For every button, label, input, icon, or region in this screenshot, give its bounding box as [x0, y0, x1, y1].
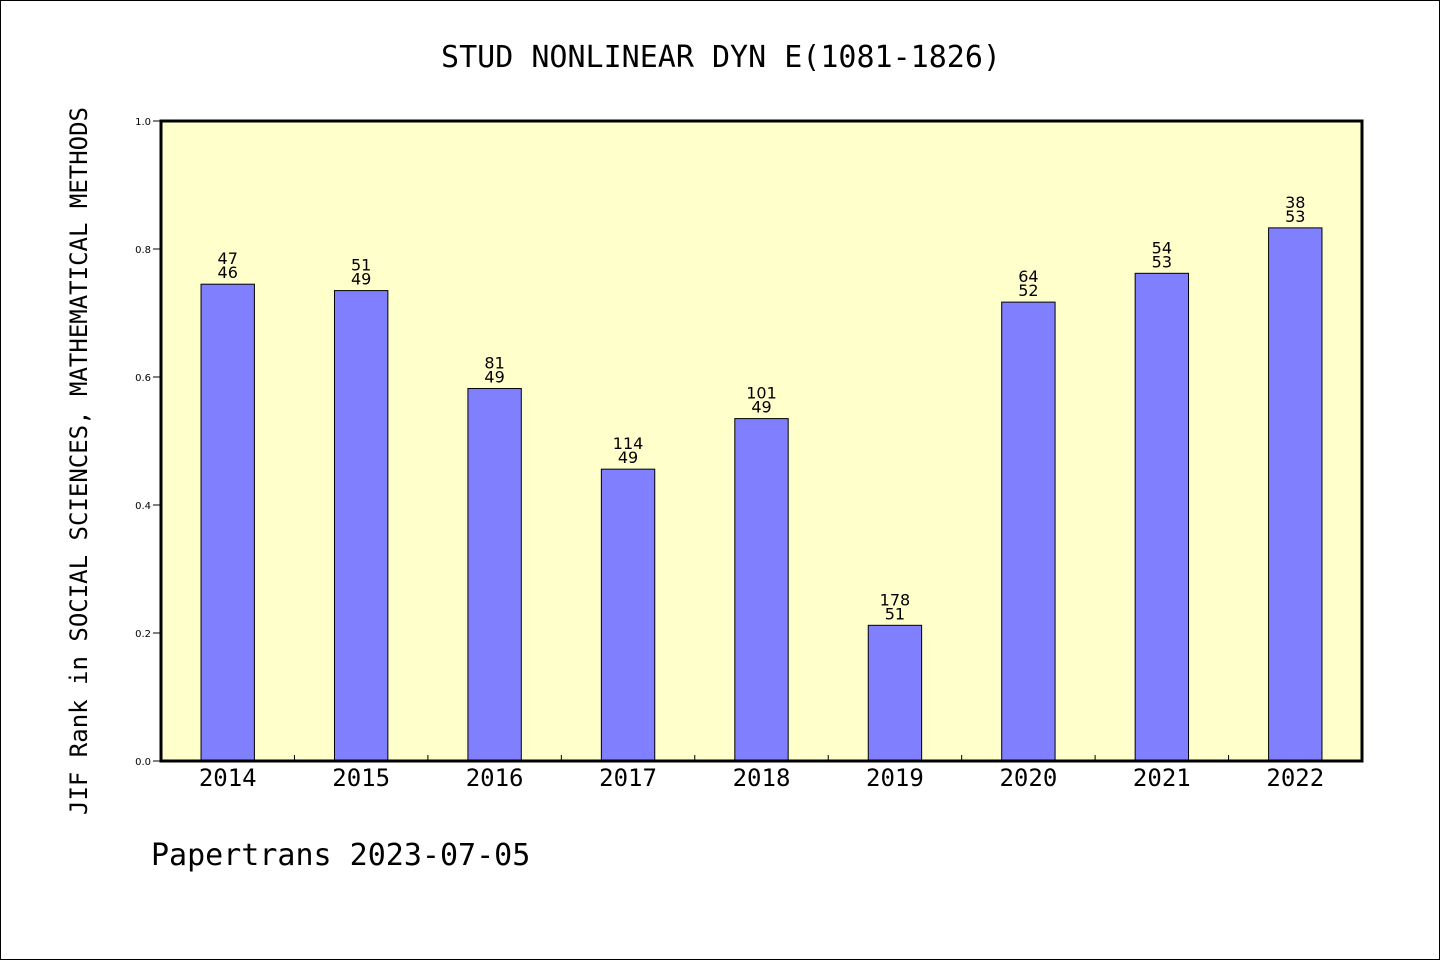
plot-border [159, 119, 1364, 763]
bar-rank-label-2018: 101 [746, 384, 777, 403]
bar-2018 [734, 418, 789, 762]
bar-2022 [1268, 227, 1323, 762]
y-tick-label-4: 0.8 [135, 245, 151, 256]
bar-total-label-2020: 52 [1018, 281, 1038, 300]
bar-rank-label-2020: 64 [1018, 267, 1038, 286]
x-tick-label-2014: 2014 [199, 764, 257, 792]
y-axis-ticks: 0.0 0.2 0.4 0.6 0.8 1.0 [135, 117, 161, 768]
bar-total-label-2016: 49 [484, 368, 504, 387]
bar-total-label-2019: 51 [885, 604, 905, 623]
x-tick-label-2018: 2018 [733, 764, 791, 792]
x-tick-label-2017: 2017 [599, 764, 657, 792]
x-tick-label-2022: 2022 [1266, 764, 1324, 792]
bar-2014 [200, 283, 255, 762]
y-tick-label-3: 0.6 [135, 373, 151, 384]
bar-rank-label-2016: 81 [484, 354, 504, 373]
bar-2021 [1134, 272, 1190, 762]
x-axis-ticks: 2014 2015 2016 2017 2018 2019 2020 2021 2022 [199, 755, 1324, 792]
bar-rank-label-2019: 178 [880, 590, 911, 609]
bar-total-label-2017: 49 [618, 448, 638, 467]
bar-2019 [867, 624, 923, 762]
bar-total-label-2021: 53 [1152, 252, 1172, 271]
bar-2017 [600, 468, 656, 762]
bar-total-label-2015: 49 [351, 270, 371, 289]
y-tick-label-2: 0.4 [135, 501, 151, 512]
bar-rank-label-2015: 51 [351, 256, 371, 275]
x-tick-label-2020: 2020 [999, 764, 1057, 792]
chart-title: STUD NONLINEAR DYN E(1081-1826) [441, 40, 1001, 75]
x-tick-label-2015: 2015 [332, 764, 390, 792]
bar-rank-label-2014: 47 [218, 249, 238, 268]
x-tick-label-2016: 2016 [466, 764, 524, 792]
y-tick-label-5: 1.0 [135, 117, 151, 128]
bar-rank-label-2017: 114 [613, 434, 644, 453]
x-tick-label-2021: 2021 [1133, 764, 1191, 792]
y-tick-label-0: 0.0 [135, 757, 151, 768]
x-tick-label-2019: 2019 [866, 764, 924, 792]
bar-2020 [1001, 301, 1056, 762]
footer-source-date: Papertrans 2023-07-05 [151, 838, 530, 873]
bar-rank-label-2022: 38 [1285, 193, 1305, 212]
bar-2015 [333, 290, 389, 762]
y-tick-label-1: 0.2 [135, 629, 151, 640]
bar-total-label-2018: 49 [751, 398, 771, 417]
bar-total-label-2022: 53 [1285, 207, 1305, 226]
y-axis-label: JIF Rank in SOCIAL SCIENCES, MATHEMATICA… [65, 107, 93, 815]
bar-rank-label-2021: 54 [1152, 238, 1172, 257]
bar-total-label-2014: 46 [218, 263, 238, 282]
bar-2016 [467, 388, 522, 762]
